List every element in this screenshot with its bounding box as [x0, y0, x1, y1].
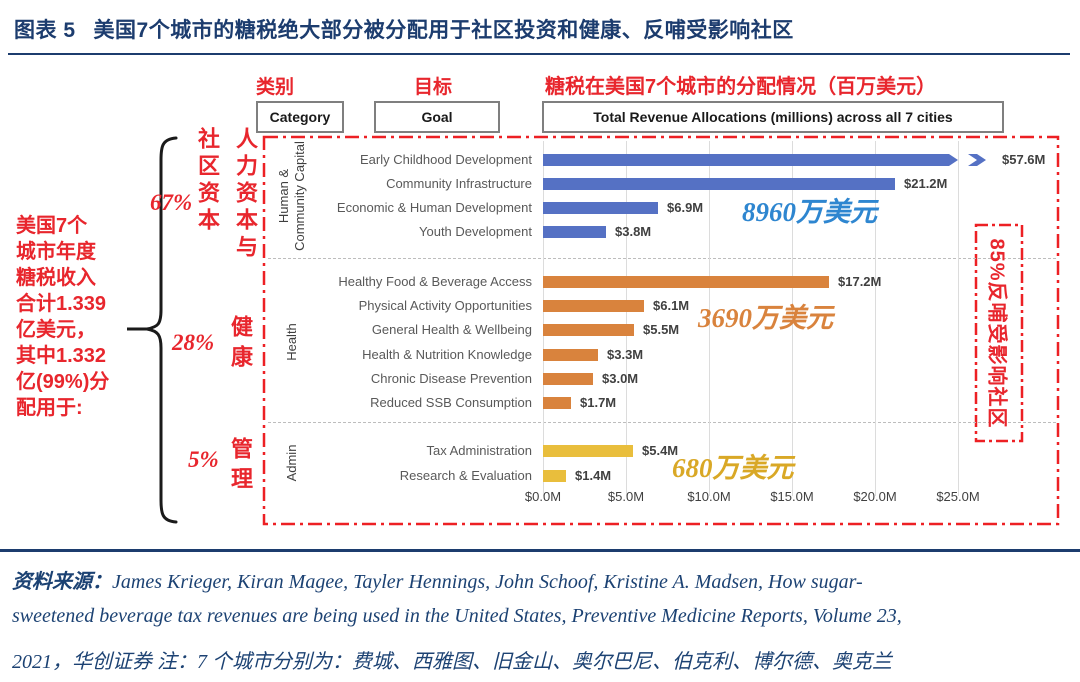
bar-value: $5.4M	[642, 443, 679, 458]
title-divider	[8, 53, 1070, 55]
callout-85: 85%反哺受影响社区	[976, 225, 1022, 441]
header-allocation-cn: 糖税在美国7个城市的分配情况（百万美元）	[545, 76, 937, 98]
x-axis-tick: $5.0M	[607, 489, 645, 504]
callout-85-text: 85%反哺受影响社区	[985, 237, 1008, 429]
bar-truncated	[543, 154, 958, 166]
group1-cn-label: 人力资本与 社区资本	[195, 127, 258, 262]
x-axis-tick: $10.0M	[687, 489, 731, 504]
bar-value: $1.7M	[580, 395, 617, 410]
bar-category-label: Tax Administration	[426, 443, 533, 458]
bar	[543, 178, 895, 190]
category-box: Category	[256, 101, 344, 133]
group2-share: 28%	[172, 330, 215, 355]
group3-axis-label: Admin	[284, 444, 299, 482]
figure-number: 图表 5	[14, 19, 76, 42]
bar-category-label: General Health & Wellbeing	[371, 322, 532, 338]
group2-cn-label: 健康	[228, 315, 253, 375]
bar-category-label: Economic & Human Development	[336, 200, 532, 215]
bar	[543, 445, 633, 457]
bar-value: $6.9M	[667, 200, 704, 215]
bar	[543, 276, 829, 288]
x-axis-tick: $25.0M	[936, 489, 980, 504]
bar-category-label: Research & Evaluation	[399, 468, 532, 483]
gridline	[543, 141, 544, 496]
header-category-cn: 类别	[256, 77, 295, 98]
x-axis-tick: $20.0M	[853, 489, 897, 504]
bar	[543, 397, 571, 409]
bar-category-label: Early Childhood Development	[360, 152, 532, 167]
group3-cn-label: 管理	[228, 437, 253, 497]
bar-category-label: Healthy Food & Beverage Access	[338, 274, 532, 289]
annotation-blue: 8960万美元	[742, 197, 877, 227]
goal-box: Goal	[374, 101, 500, 133]
annotation-gold: 680万美元	[672, 453, 794, 483]
group1-share: 67%	[150, 190, 193, 215]
group2-axis-label: Health	[284, 323, 299, 361]
group-separator	[268, 422, 1056, 423]
page-title: 图表 5 美国7个城市的糖税绝大部分被分配用于社区投资和健康、反哺受影响社区	[14, 14, 794, 44]
bar-value: $17.2M	[838, 274, 882, 289]
bar-value: $3.0M	[602, 370, 639, 386]
bar-category-label: Physical Activity Opportunities	[358, 298, 532, 314]
x-axis-tick: $15.0M	[770, 489, 814, 504]
bar	[543, 300, 644, 313]
source-line-2: sweetened beverage tax revenues are bein…	[12, 605, 902, 627]
x-axis-tick: $0.0M	[524, 489, 562, 504]
gridline	[958, 141, 959, 496]
bar	[543, 202, 658, 214]
bar	[543, 324, 634, 337]
bar-value: $5.5M	[643, 322, 680, 338]
left-revenue-note: 美国7个 城市年度 糖税收入 合计1.339 亿美元， 其中1.332 亿(99…	[16, 215, 110, 419]
bar-category-label: Reduced SSB Consumption	[370, 395, 532, 410]
gridline	[875, 141, 876, 496]
source-prefix: 资料来源：	[12, 571, 112, 593]
allocation-box: Total Revenue Allocations (millions) acr…	[542, 101, 1004, 133]
bar-value: $3.3M	[607, 346, 644, 362]
group-separator	[268, 258, 1056, 259]
bar	[543, 226, 606, 238]
bar-category-label: Youth Development	[419, 224, 532, 239]
bar-value: $57.6M	[1002, 152, 1046, 167]
header-goal-cn: 目标	[414, 77, 453, 98]
axis-break-chevron-icon	[968, 154, 986, 166]
gridline	[792, 141, 793, 496]
bar	[543, 470, 566, 482]
bar-category-label: Community Infrastructure	[386, 176, 532, 191]
source-text-1: James Krieger, Kiran Magee, Tayler Henni…	[112, 571, 863, 593]
source-line-3: 2021，华创证券 注：7 个城市分别为：费城、西雅图、旧金山、奥尔巴尼、伯克利…	[12, 651, 892, 673]
bar-value: $3.8M	[615, 224, 652, 239]
figure-title-text: 美国7个城市的糖税绝大部分被分配用于社区投资和健康、反哺受影响社区	[93, 19, 794, 42]
footer-divider	[0, 549, 1080, 552]
bar-value: $21.2M	[904, 176, 948, 191]
bar-category-label: Health & Nutrition Knowledge	[362, 346, 532, 362]
annotation-orange: 3690万美元	[698, 303, 833, 333]
source-line-1: 资料来源：James Krieger, Kiran Magee, Tayler …	[12, 565, 1072, 594]
bar-value: $1.4M	[575, 468, 612, 483]
bar	[543, 372, 593, 385]
bar-value: $6.1M	[653, 298, 690, 314]
bar	[543, 348, 598, 361]
group3-share: 5%	[188, 447, 219, 472]
gridline	[626, 141, 627, 496]
bar-category-label: Chronic Disease Prevention	[370, 370, 532, 386]
gridline	[709, 141, 710, 496]
